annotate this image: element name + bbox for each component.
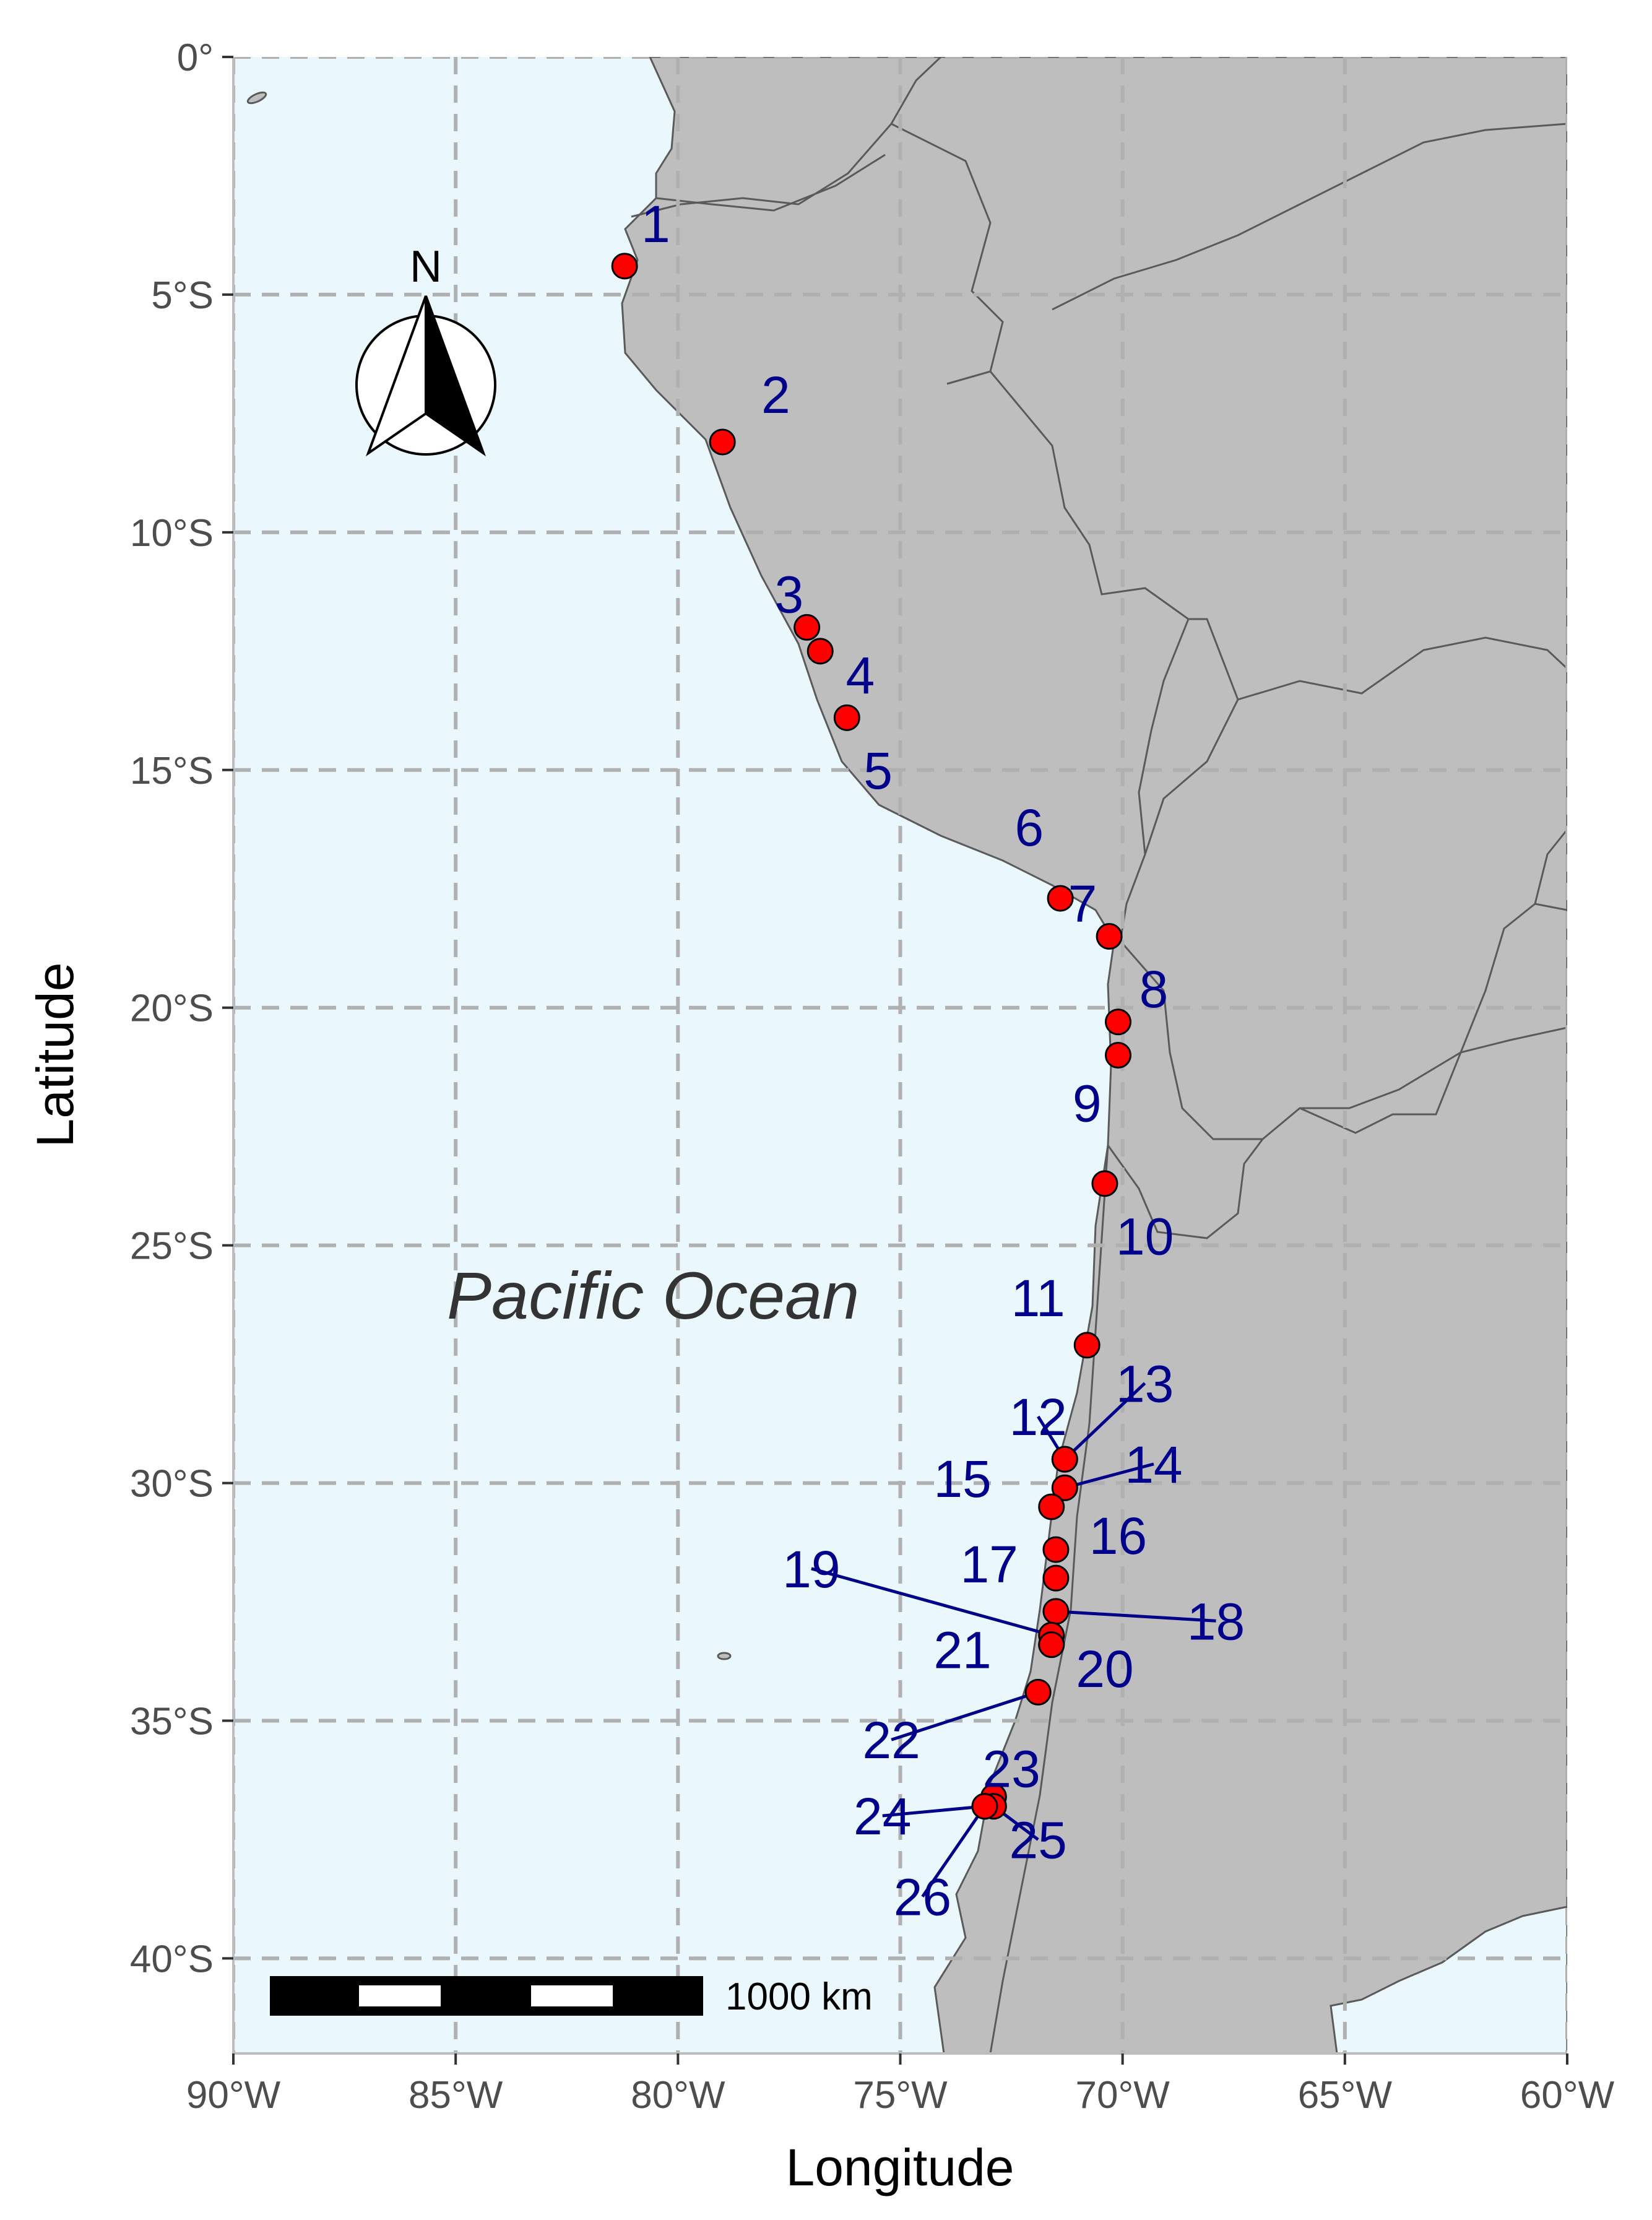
scale-bar-outline — [270, 1976, 703, 2016]
y-tick-label: 40°S — [130, 1938, 214, 1980]
argentina-coast — [1330, 1906, 1567, 2053]
site-point — [709, 428, 736, 456]
site-point — [1042, 1536, 1070, 1563]
site-leader-line — [882, 1805, 985, 1818]
x-tick-label: 60°W — [1520, 2074, 1615, 2117]
x-tick-label: 80°W — [631, 2074, 725, 2117]
y-axis-ticks: 0° 5°S 10°S 15°S 20°S 25°S 30°S 35°S 40°S — [130, 37, 233, 1980]
site-point — [1051, 1474, 1078, 1501]
site-label: 4 — [845, 646, 875, 705]
site-label: 21 — [933, 1621, 991, 1679]
site-point — [807, 638, 834, 665]
site-label: 10 — [1116, 1207, 1174, 1265]
site-label: 14 — [1125, 1436, 1182, 1494]
site-point — [1024, 1678, 1052, 1706]
site-label: 12 — [1009, 1388, 1066, 1446]
scale-bar-segment-white — [531, 1985, 613, 2006]
y-axis-title: Latitude — [26, 963, 84, 1148]
site-label: 23 — [982, 1740, 1040, 1798]
site-leader-line — [1064, 1462, 1154, 1489]
site-leader-lines — [811, 1382, 1216, 1898]
site-label: 18 — [1187, 1592, 1245, 1650]
x-tick-label: 85°W — [409, 2074, 503, 2117]
y-tick-label: 25°S — [130, 1225, 214, 1268]
ocean-label: Pacific Ocean — [447, 1258, 859, 1333]
site-leader-line — [891, 1691, 1039, 1741]
site-label: 26 — [894, 1868, 951, 1927]
site-point — [971, 1793, 998, 1820]
site-label: 25 — [1009, 1811, 1066, 1869]
site-leader-line — [1063, 1382, 1146, 1460]
site-point — [1051, 1446, 1078, 1473]
x-tick-label: 75°W — [853, 2074, 948, 2117]
site-point — [611, 253, 638, 280]
site-point — [1042, 1564, 1070, 1592]
site-point — [1038, 1493, 1065, 1520]
y-tick-label: 0° — [177, 37, 214, 79]
site-label: 16 — [1089, 1507, 1147, 1565]
site-label: 6 — [1014, 799, 1044, 857]
site-label: 17 — [960, 1535, 1018, 1593]
scale-bar-label: 1000 km — [725, 1975, 873, 2018]
x-tick-label: 90°W — [186, 2074, 281, 2117]
site-label: 19 — [782, 1540, 840, 1598]
site-point — [1091, 1170, 1118, 1197]
north-arrow-right-half — [425, 295, 487, 457]
site-point — [1038, 1631, 1065, 1658]
site-label: 9 — [1073, 1074, 1102, 1132]
site-label: 13 — [1116, 1355, 1174, 1413]
site-label: 8 — [1140, 960, 1169, 1018]
y-tick-label: 10°S — [130, 512, 214, 555]
y-tick-label: 5°S — [151, 274, 214, 317]
north-arrow-label: N — [410, 242, 442, 292]
site-point — [1104, 1008, 1131, 1036]
y-tick-label: 15°S — [130, 750, 214, 792]
country-borders — [631, 57, 1567, 2053]
island — [717, 1652, 732, 1660]
site-label: 1 — [641, 195, 670, 253]
site-leader-line — [811, 1567, 1052, 1637]
y-tick-label: 35°S — [130, 1701, 214, 1743]
site-point — [1047, 885, 1074, 912]
site-point — [1073, 1332, 1101, 1359]
site-label: 2 — [761, 366, 790, 424]
island — [246, 91, 267, 105]
site-points — [611, 253, 1131, 1820]
y-tick-label: 20°S — [130, 987, 214, 1030]
site-label: 11 — [1011, 1269, 1065, 1327]
site-label: 5 — [863, 742, 893, 800]
site-leader-line — [921, 1805, 987, 1898]
site-point — [794, 614, 821, 641]
x-tick-label: 65°W — [1298, 2074, 1393, 2117]
site-label: 20 — [1076, 1640, 1133, 1698]
x-axis-title: Longitude — [785, 2138, 1014, 2196]
site-point — [1042, 1598, 1070, 1625]
north-arrow: N — [355, 242, 496, 457]
site-label: 22 — [862, 1711, 920, 1769]
scale-bar-segment-white — [359, 1985, 441, 2006]
site-point — [1104, 1042, 1131, 1069]
site-label: 15 — [933, 1450, 991, 1508]
site-point — [833, 704, 860, 731]
x-axis-ticks: 90°W 85°W 80°W 75°W 70°W 65°W 60°W — [186, 2053, 1615, 2117]
x-tick-label: 70°W — [1076, 2074, 1170, 2117]
gridlines — [233, 57, 1567, 2053]
site-point — [1096, 923, 1123, 950]
site-label: 7 — [1068, 875, 1097, 933]
site-label: 24 — [854, 1787, 911, 1845]
site-label: 3 — [775, 566, 804, 624]
site-leader-line — [1055, 1610, 1216, 1623]
y-tick-label: 30°S — [130, 1463, 214, 1506]
scale-bar: 1000 km — [270, 1975, 873, 2018]
